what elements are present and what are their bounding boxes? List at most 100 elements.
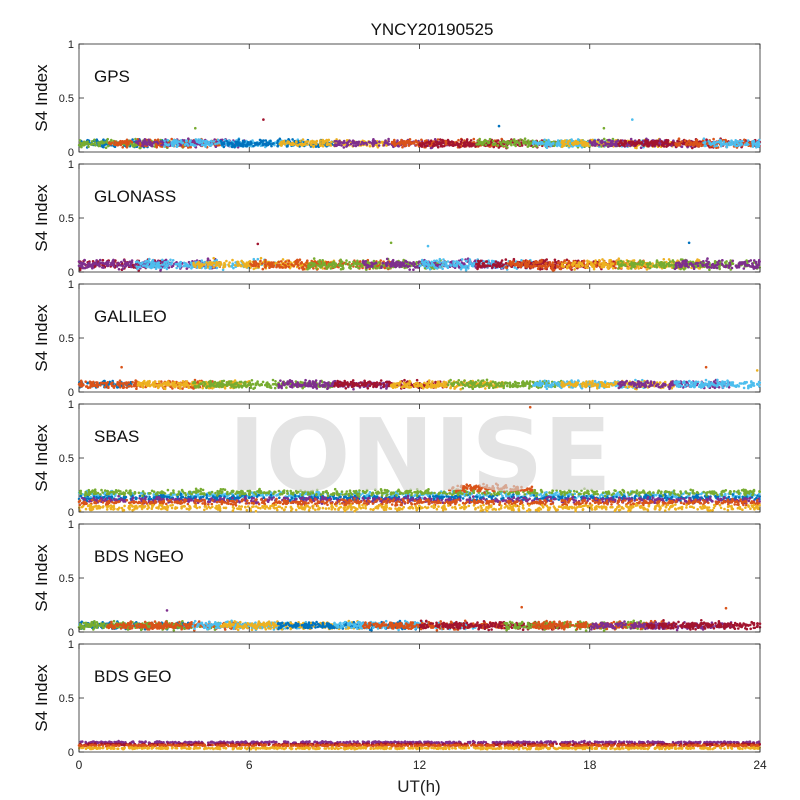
data-point (175, 267, 178, 270)
data-point (357, 267, 360, 270)
data-point (345, 259, 348, 262)
data-point (321, 259, 324, 262)
data-point (405, 145, 408, 148)
data-point (253, 263, 256, 266)
data-point (393, 265, 396, 268)
data-point (334, 262, 337, 265)
data-point (518, 142, 521, 145)
data-point (427, 261, 430, 264)
data-point (332, 261, 335, 264)
data-point (93, 139, 96, 142)
data-point (80, 146, 83, 149)
data-point (615, 144, 618, 147)
data-point (124, 261, 127, 264)
data-point (113, 265, 116, 268)
data-point (645, 143, 648, 146)
data-point (175, 141, 178, 144)
data-point (291, 264, 294, 267)
data-point (480, 260, 483, 263)
data-point (664, 141, 667, 144)
data-point (514, 142, 517, 145)
data-point (657, 140, 660, 143)
data-point (403, 140, 406, 143)
data-point (270, 145, 273, 148)
data-point (233, 146, 236, 149)
data-point (437, 146, 440, 149)
data-point (348, 266, 351, 269)
data-point (311, 265, 314, 268)
data-point (350, 143, 353, 146)
data-point (556, 144, 559, 147)
data-point (222, 143, 225, 146)
data-point (205, 140, 208, 143)
data-point (170, 138, 173, 141)
data-point (245, 266, 248, 269)
data-point (452, 263, 455, 266)
data-point (237, 143, 240, 146)
data-point (208, 141, 211, 144)
data-point (477, 263, 480, 266)
data-point (485, 260, 488, 263)
data-point (309, 142, 312, 145)
data-point (680, 140, 683, 143)
data-point (491, 266, 494, 269)
data-point (723, 140, 726, 143)
data-point (236, 262, 239, 265)
data-point (443, 145, 446, 148)
data-point (447, 260, 450, 263)
data-point (386, 267, 389, 270)
data-point (519, 138, 522, 141)
data-point (176, 145, 179, 148)
data-point (726, 144, 729, 147)
data-point (86, 266, 89, 269)
data-point (364, 260, 367, 263)
data-point (372, 145, 375, 148)
data-point (439, 138, 442, 141)
panel-frame (79, 164, 760, 272)
data-point (432, 264, 435, 267)
data-point (333, 266, 336, 269)
data-point (253, 260, 256, 263)
data-point (260, 257, 263, 260)
data-point (388, 143, 391, 146)
data-point (197, 138, 200, 141)
data-point (408, 142, 411, 145)
data-point (598, 144, 601, 147)
data-point (223, 263, 226, 266)
data-point (684, 139, 687, 142)
data-point (545, 142, 548, 145)
data-point (105, 140, 108, 143)
data-point (532, 146, 535, 149)
data-point (734, 139, 737, 142)
data-point (463, 143, 466, 146)
data-point (277, 139, 280, 142)
data-point (231, 259, 234, 262)
data-point (102, 141, 105, 144)
data-point (302, 138, 305, 141)
data-point (195, 263, 198, 266)
data-point (374, 265, 377, 268)
data-point (554, 259, 557, 262)
data-point (262, 142, 265, 145)
data-point (386, 258, 389, 261)
data-point (146, 260, 149, 263)
data-point (394, 262, 397, 265)
data-point (436, 141, 439, 144)
data-point (387, 138, 390, 141)
data-point (545, 258, 548, 261)
data-point (478, 138, 481, 141)
data-point (607, 139, 610, 142)
data-point (477, 260, 480, 263)
data-point (383, 144, 386, 147)
data-point (216, 142, 219, 145)
data-point (149, 142, 152, 145)
data-point (201, 141, 204, 144)
data-point (617, 139, 620, 142)
data-point (568, 145, 571, 148)
data-point (482, 262, 485, 265)
data-point (119, 264, 122, 267)
data-point (653, 141, 656, 144)
data-point (414, 266, 417, 269)
data-point (506, 146, 509, 149)
